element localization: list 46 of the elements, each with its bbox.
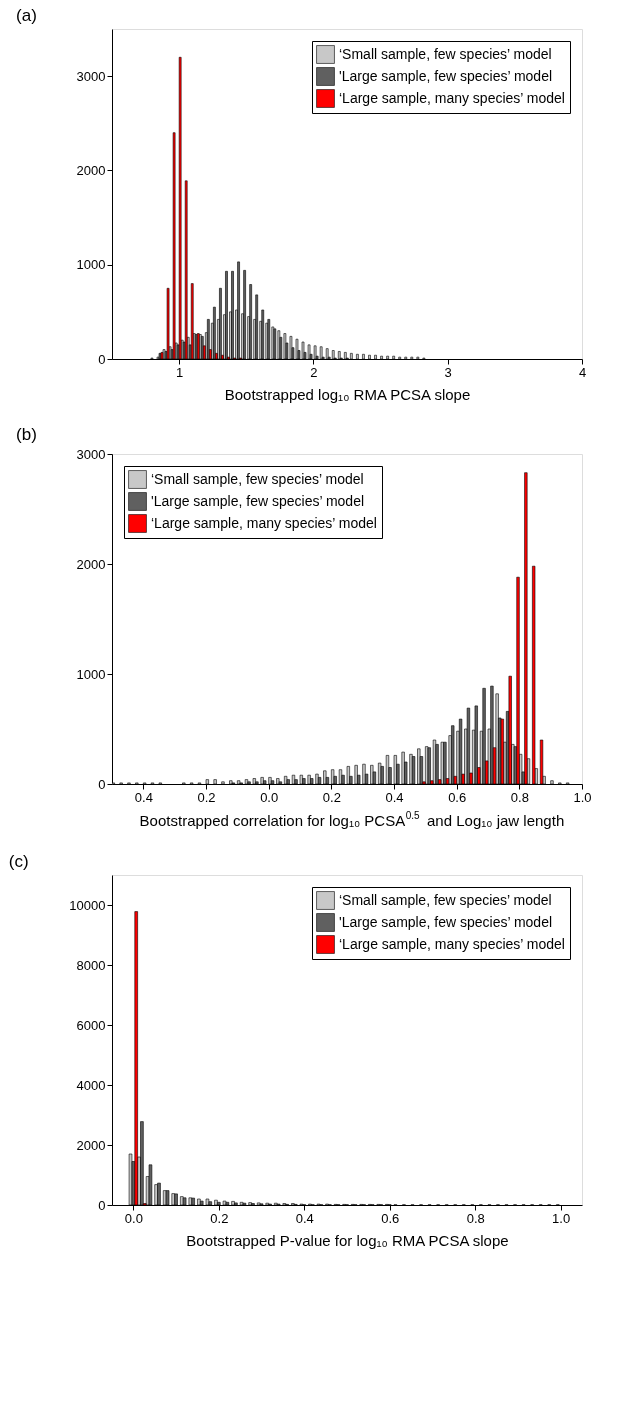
- legend-label: 'Large sample, few species’ model: [339, 67, 553, 84]
- x-tick-label: 1.0: [573, 789, 592, 805]
- x-tick-label: 0.2: [197, 789, 216, 805]
- x-tick-label: 4: [578, 364, 587, 380]
- legend-label: 'Large sample, few species’ model: [151, 492, 365, 509]
- y-tick-label: 3000: [76, 446, 106, 462]
- legend-label: ‘Large sample, many species’ model: [339, 89, 565, 106]
- x-tick-label: 3: [444, 364, 452, 380]
- x-tick-label: 0.2: [322, 789, 341, 805]
- legend-label: ‘Small sample, few species’ model: [151, 470, 364, 487]
- x-tick-label: 1.0: [552, 1210, 571, 1226]
- legend-label: ‘Large sample, many species’ model: [339, 935, 565, 952]
- x-tick-label: 0.6: [381, 1210, 400, 1226]
- y-tick-label: 0: [98, 1197, 106, 1213]
- x-tick-label: 0.4: [295, 1210, 314, 1226]
- y-tick-label: 0: [98, 351, 106, 367]
- legend-label: ‘Small sample, few species’ model: [339, 45, 552, 62]
- y-tick-label: 4000: [76, 1077, 106, 1093]
- y-tick-label: 0: [98, 776, 106, 792]
- x-tick-label: 2: [310, 364, 318, 380]
- y-tick-label: 6000: [76, 1017, 106, 1033]
- y-tick-label: 2000: [76, 1137, 106, 1153]
- legend-label: ‘Large sample, many species’ model: [151, 514, 377, 531]
- y-tick-label: 3000: [76, 68, 106, 84]
- x-tick-label: 1: [176, 364, 184, 380]
- legend-label: ‘Small sample, few species’ model: [339, 891, 552, 908]
- chart-title: (c): [8, 852, 29, 871]
- chart-title: (a): [16, 6, 37, 25]
- y-tick-label: 2000: [76, 556, 106, 572]
- legend-label: 'Large sample, few species’ model: [339, 913, 553, 930]
- y-tick-label: 1000: [76, 666, 106, 682]
- chart-title: (b): [16, 425, 37, 444]
- x-tick-label: 0.8: [510, 789, 529, 805]
- y-tick-label: 2000: [76, 162, 106, 178]
- y-tick-label: 8000: [76, 957, 106, 973]
- y-tick-label: 10000: [69, 897, 106, 913]
- x-tick-label: 0.4: [385, 789, 404, 805]
- x-axis-title: Bootstrapped log₁₀ RMA PCSA slope: [224, 385, 471, 403]
- x-tick-label: 0.2: [210, 1210, 229, 1226]
- x-tick-label: 0.6: [448, 789, 467, 805]
- x-axis-title: Bootstrapped P-value for log₁₀ RMA PCSA slope: [186, 1231, 509, 1249]
- x-tick-label: 0.0: [260, 789, 279, 805]
- x-tick-label: 0.0: [124, 1210, 143, 1226]
- y-tick-label: 1000: [76, 257, 106, 273]
- x-tick-label: 0.4: [134, 789, 153, 805]
- x-tick-label: 0.8: [466, 1210, 485, 1226]
